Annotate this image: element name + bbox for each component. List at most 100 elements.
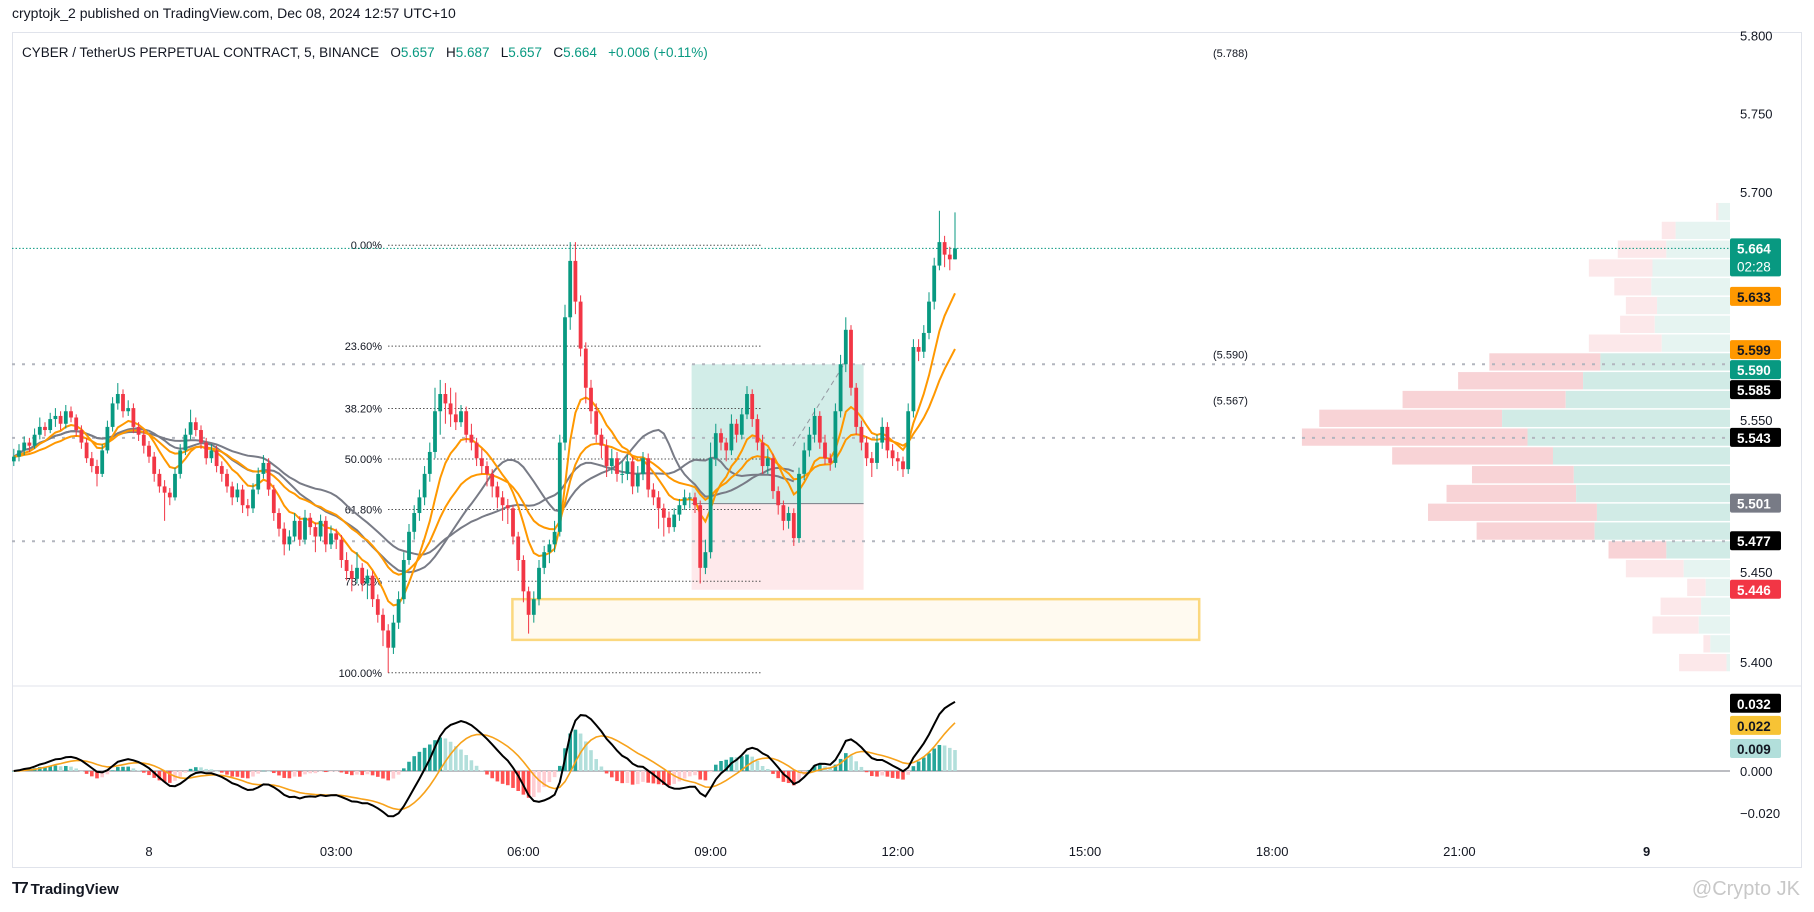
macd-histogram-bar xyxy=(526,771,531,798)
macd-histogram-bar xyxy=(537,771,541,793)
macd-histogram-bar xyxy=(573,729,578,771)
macd-histogram-bar xyxy=(396,771,401,775)
macd-histogram-bar xyxy=(58,766,63,771)
candle-down xyxy=(58,411,63,431)
candle-up xyxy=(703,539,708,575)
macd-histogram-bar xyxy=(516,771,520,791)
candle-down xyxy=(469,423,474,451)
candle-body xyxy=(625,461,630,474)
candle-body xyxy=(199,430,203,443)
candle-down xyxy=(443,383,448,424)
macd-histogram-bar xyxy=(168,771,172,783)
candle-body xyxy=(823,442,827,459)
candle-body xyxy=(277,513,281,529)
macd-histogram-bar xyxy=(251,771,255,777)
candle-body xyxy=(739,414,744,435)
macd-histogram-bar xyxy=(922,757,926,771)
candle-down xyxy=(864,436,869,467)
candle-body xyxy=(635,473,640,487)
candle-body xyxy=(131,408,136,427)
candle-down xyxy=(693,492,697,514)
candle-down xyxy=(245,498,250,517)
symbol-title[interactable]: CYBER / TetherUS PERPETUAL CONTRACT, 5, … xyxy=(22,45,380,60)
volume-profile-up-bar xyxy=(1565,390,1730,409)
macd-histogram-bar xyxy=(599,766,604,771)
macd-histogram-bar xyxy=(677,771,682,782)
volume-profile-down-bar xyxy=(1402,390,1566,409)
candle-up xyxy=(833,403,838,468)
candle-down xyxy=(849,325,853,396)
candle-body xyxy=(911,347,916,412)
candle-body xyxy=(438,394,443,412)
candle-body xyxy=(843,329,848,365)
macd-pane xyxy=(12,700,1730,818)
candle-down xyxy=(277,508,281,537)
volume-profile-down-bar xyxy=(1319,409,1503,427)
candle-down xyxy=(885,422,890,459)
candle-down xyxy=(464,406,469,443)
fib-level-label: 50.00% xyxy=(345,454,383,466)
price-axis-label: 5.599 xyxy=(1730,340,1781,360)
candle-body xyxy=(58,415,63,424)
macd-histogram-bar xyxy=(932,748,936,771)
macd-histogram-bar xyxy=(448,741,453,771)
countdown-label: 02:28 xyxy=(1737,259,1771,274)
close-label: C xyxy=(553,45,564,60)
macd-histogram-bar xyxy=(443,738,448,771)
macd-histogram-bar xyxy=(615,771,619,782)
candle-up xyxy=(100,444,105,478)
macd-histogram-bar xyxy=(157,771,162,781)
time-axis-tick: 12:00 xyxy=(882,844,915,859)
candle-up xyxy=(687,492,692,509)
candle-body xyxy=(69,411,73,418)
macd-histogram-bar xyxy=(818,764,822,771)
candle-down xyxy=(162,480,167,521)
candle-up xyxy=(329,525,333,550)
volume-profile-up-bar xyxy=(1701,597,1730,615)
macd-histogram-bar xyxy=(214,770,219,772)
macd-histogram-bar xyxy=(662,771,666,785)
candle-down xyxy=(599,428,604,459)
candle-up xyxy=(209,444,214,463)
candle-down xyxy=(141,430,146,454)
candle-body xyxy=(734,423,739,435)
candle-body xyxy=(381,614,385,631)
price-axis-label-bg xyxy=(1730,380,1781,400)
candle-up xyxy=(355,552,359,584)
candle-down xyxy=(204,437,209,465)
candle-down xyxy=(386,624,391,673)
candle-down xyxy=(74,414,79,437)
candle-down xyxy=(604,439,609,478)
macd-histogram-bar xyxy=(568,733,572,771)
candle-up xyxy=(433,387,437,459)
candle-body xyxy=(947,254,952,260)
candle-down xyxy=(495,481,500,509)
candle-body xyxy=(490,473,495,487)
candle-down xyxy=(942,235,947,268)
fib-level-label: 23.60% xyxy=(345,341,383,353)
candle-body xyxy=(427,451,432,474)
macd-histogram-bar xyxy=(188,768,193,771)
candle-body xyxy=(916,347,921,352)
tradingview-logo[interactable]: T7 TradingView xyxy=(12,880,119,898)
macd-histogram-bar xyxy=(750,756,754,771)
candle-body xyxy=(355,567,359,579)
candle-body xyxy=(453,414,458,423)
candle-body xyxy=(178,450,183,474)
price-axis-label-bg xyxy=(1730,340,1781,360)
candle-up xyxy=(318,514,323,542)
macd-histogram-bar xyxy=(370,771,375,776)
macd-histogram-bar xyxy=(240,771,245,778)
candle-body xyxy=(349,570,354,579)
candle-body xyxy=(760,442,765,467)
candle-body xyxy=(838,364,843,412)
candle-body xyxy=(53,415,58,420)
macd-histogram-bar xyxy=(760,766,765,771)
candle-body xyxy=(745,394,749,415)
change-value: +0.006 (+0.11%) xyxy=(608,45,708,60)
candle-body xyxy=(641,458,645,474)
time-axis-tick: 9 xyxy=(1643,844,1650,859)
macd-histogram-bar xyxy=(43,766,47,771)
macd-histogram-bar xyxy=(708,771,713,773)
